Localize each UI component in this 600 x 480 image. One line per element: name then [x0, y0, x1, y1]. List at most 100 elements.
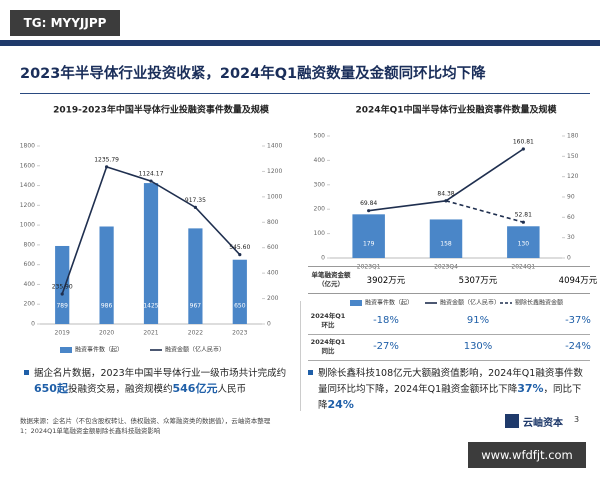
legend-label: 剔除长鑫融资金额	[515, 299, 563, 307]
row-label: 2024年Q1同比	[310, 338, 346, 355]
bar-label: 158	[440, 241, 452, 248]
growth-table: 2024年Q1环比 -18% 91% -37% 2024年Q1同比 -27% 130% -24…	[308, 310, 591, 361]
y-tick-label: 1400	[20, 182, 35, 189]
value-label: 1235.79	[94, 156, 119, 163]
bar-label: 967	[190, 303, 202, 310]
bar-label: 789	[56, 303, 68, 310]
y2-tick-label: 400	[267, 270, 279, 277]
row-label: 单笔融资金额（亿元）	[311, 271, 351, 288]
line-point	[367, 209, 371, 213]
separator	[300, 301, 301, 411]
y-tick-label: 600	[24, 261, 36, 268]
y2-tick-label: 600	[267, 244, 279, 251]
y2-tick-label: 800	[267, 219, 279, 226]
chart-right: 2024年Q1中国半导体行业投融资事件数量及规模0100200300400500…	[314, 104, 579, 307]
y2-tick-label: 90	[567, 194, 575, 201]
value-label: 52.81	[515, 212, 532, 219]
line-point	[521, 147, 525, 151]
bullet-text: 人民币	[217, 384, 246, 395]
y2-tick-label: 1400	[267, 143, 282, 150]
y-tick-label: 0	[31, 321, 35, 328]
source: 数据来源：企名片（不包含股权转让、债权融资、众筹融资类的数据值），云岫资本整理 1…	[20, 416, 270, 436]
y-tick-label: 100	[314, 230, 326, 237]
logo-icon	[505, 414, 519, 428]
avg-table: 单笔融资金额（亿元） 3902万元 5307万元 4094万元	[308, 266, 597, 294]
chart-title: 2019-2023年中国半导体行业投融资事件数量及规模	[53, 104, 270, 116]
y2-tick-label: 120	[567, 173, 579, 180]
bar	[352, 214, 385, 258]
row-label: 2024年Q1环比	[310, 312, 346, 329]
x-tick-label: 2020	[99, 330, 114, 337]
line-point	[521, 220, 525, 224]
legend-swatch	[60, 347, 72, 353]
y-tick-label: 1000	[20, 222, 35, 229]
bar	[99, 226, 114, 324]
y-tick-label: 500	[314, 133, 326, 140]
chart-left: 2019-2023年中国半导体行业投融资事件数量及规模 0 200 400 600 800…	[20, 104, 283, 354]
page-number: 3	[574, 415, 580, 424]
slide-title: 2023年半导体行业投资收紧，2024年Q1融资数量及金额同环比均下降	[20, 66, 486, 82]
divider	[20, 93, 590, 94]
y-tick-label: 400	[24, 281, 36, 288]
x-tick-label: 2024Q1	[511, 264, 535, 271]
y-tick-label: 1600	[20, 162, 35, 169]
row-line	[308, 334, 590, 335]
value-label: 917.35	[185, 197, 206, 204]
x-tick-label: 2023Q1	[357, 264, 381, 271]
table-cell: 130%	[463, 341, 493, 352]
legend-label: 融资金额（亿人民币）	[165, 346, 225, 354]
y2-tick-label: 180	[567, 133, 579, 140]
value-label: 1124.17	[139, 171, 164, 178]
x-tick-label: 2021	[143, 330, 158, 337]
bar-label: 130	[518, 241, 530, 248]
x-tick-label: 2023Q4	[434, 264, 458, 271]
emphasis: 546亿元	[172, 382, 218, 395]
bar-label: 1425	[143, 303, 158, 310]
source-line: 数据来源：企名片（不包含股权转让、债权融资、众筹融资类的数据值），云岫资本整理	[20, 417, 271, 425]
source-line: 1：2024Q1单笔融资金额剔除长鑫科技融资影响	[20, 427, 161, 435]
table-cell: 91%	[466, 315, 490, 326]
line	[445, 200, 524, 223]
bullet-dot	[24, 370, 29, 375]
y-tick-label: 1800	[20, 143, 35, 150]
y-tick-label: 300	[314, 181, 326, 188]
bar-label: 650	[234, 303, 246, 310]
value-label: 235.90	[52, 284, 73, 291]
bar	[232, 259, 247, 324]
bar-label: 179	[363, 241, 375, 248]
table-cell: -27%	[373, 341, 399, 352]
legend-label: 融资事件数（起）	[75, 346, 123, 354]
y2-tick-label: 0	[567, 255, 571, 262]
bullet-text: 据企名片数据，2023年中国半导体行业一级市场共计完成约	[34, 368, 287, 379]
value-label: 69.84	[360, 200, 377, 207]
y-tick-label: 0	[321, 255, 325, 262]
bar	[429, 219, 463, 258]
bar	[55, 245, 70, 324]
y2-tick-label: 60	[567, 214, 575, 221]
line-point	[238, 253, 242, 257]
y-tick-label: 1200	[20, 202, 35, 209]
emphasis: 650起	[34, 382, 68, 395]
bar-label: 986	[101, 303, 113, 310]
y-tick-label: 400	[314, 157, 326, 164]
y-tick-label: 200	[24, 301, 36, 308]
emphasis: 24%	[327, 398, 354, 411]
table-cell: 4094万元	[558, 276, 598, 286]
y2-tick-label: 150	[567, 153, 579, 160]
watermark: TG: MYYJJPP	[10, 10, 120, 36]
bar	[143, 183, 159, 324]
y2-tick-label: 200	[267, 295, 279, 302]
y2-tick-label: 0	[267, 321, 271, 328]
bar	[507, 226, 540, 258]
bullet-right: 剔除长鑫科技108亿元大额融资值影响，2024年Q1融资事件数量同环比均下降，2…	[318, 366, 588, 413]
table-cell: -37%	[565, 315, 591, 326]
watermark: www.wfdfjt.com	[468, 442, 586, 468]
table-cell: -18%	[373, 315, 399, 326]
emphasis: 37%	[517, 382, 544, 395]
x-tick-label: 2019	[55, 330, 70, 337]
value-label: 160.81	[513, 139, 534, 146]
x-tick-label: 2023	[232, 330, 247, 337]
line-point	[105, 165, 109, 169]
logo: 云岫资本	[523, 418, 563, 429]
